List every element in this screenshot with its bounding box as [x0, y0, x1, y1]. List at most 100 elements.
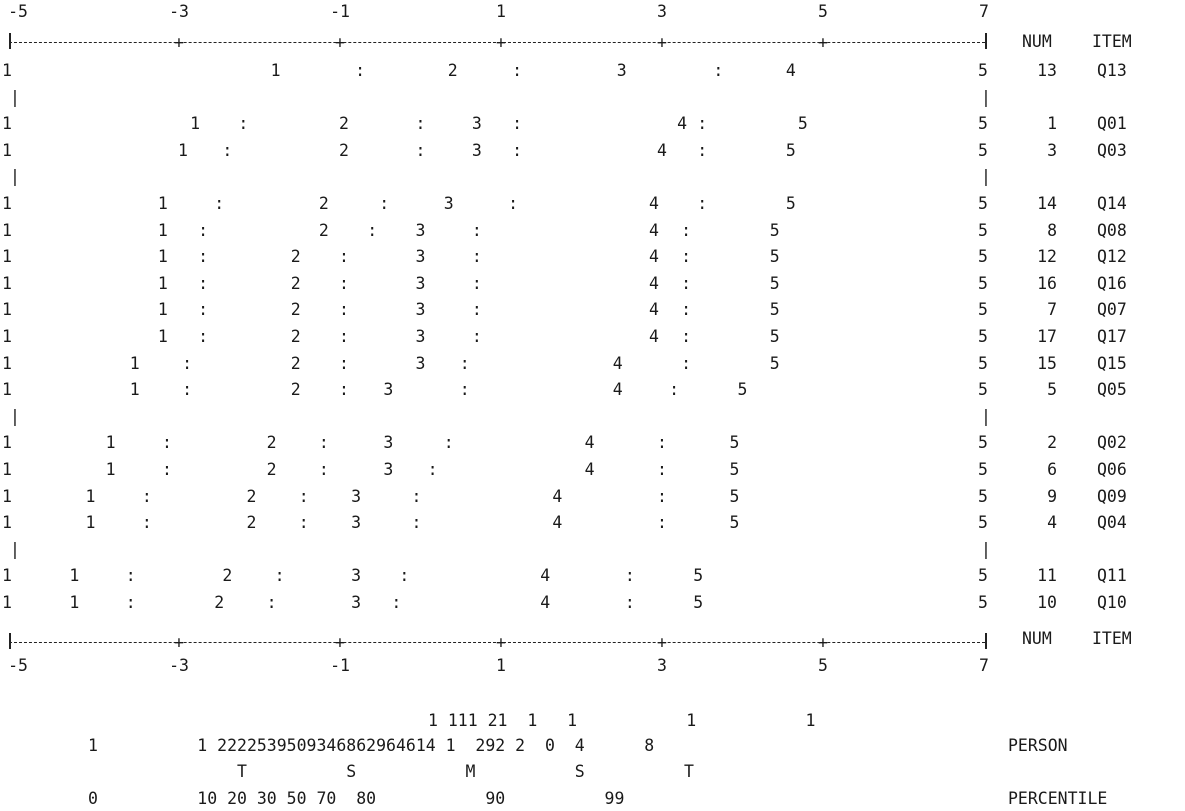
category-1: 1: [129, 353, 140, 373]
row-boundary-low: 1: [2, 593, 12, 612]
threshold-marker: :: [266, 593, 277, 612]
row-boundary-low: 1: [2, 61, 12, 80]
axis-tick-label-top: 1: [496, 2, 506, 21]
distribution-markers: T S M S T: [237, 762, 694, 781]
threshold-marker: :: [379, 194, 390, 213]
threshold-marker: :: [681, 353, 692, 373]
category-4: 4: [552, 513, 563, 533]
item-header: ITEM: [1092, 32, 1132, 51]
axis-tick-label-bottom: -3: [169, 656, 189, 675]
threshold-marker: :: [318, 460, 329, 479]
axis-tick-label-bottom: 3: [657, 656, 667, 675]
category-2: 2: [290, 353, 301, 373]
frame-bottom: [9, 642, 985, 645]
threshold-marker: :: [367, 220, 378, 240]
threshold-marker: :: [125, 593, 136, 612]
threshold-marker: :: [471, 300, 482, 320]
threshold-marker: :: [339, 380, 349, 400]
item-label: Q10: [1097, 593, 1127, 612]
category-3: 3: [415, 327, 426, 346]
threshold-marker: :: [318, 433, 329, 453]
category-3: 3: [443, 194, 454, 213]
threshold-marker: :: [391, 593, 402, 612]
threshold-marker: :: [182, 380, 193, 400]
category-4: 4: [612, 380, 623, 400]
row-boundary-high: 5: [978, 114, 988, 134]
category-5: 5: [693, 593, 704, 612]
item-number: 8: [1047, 220, 1057, 240]
threshold-marker: :: [459, 353, 470, 373]
row-boundary-low: 1: [2, 486, 12, 506]
threshold-marker: :: [339, 300, 349, 320]
row-boundary-high: 5: [978, 353, 988, 373]
threshold-marker: :: [624, 593, 635, 612]
category-3: 3: [383, 380, 394, 400]
category-4: 4: [584, 460, 595, 479]
threshold-marker: :: [681, 220, 692, 240]
row-boundary-high: 5: [978, 513, 988, 533]
item-number: 12: [1037, 247, 1057, 267]
frame-right-segment: |: [981, 539, 991, 559]
threshold-marker: :: [182, 353, 193, 373]
threshold-marker: :: [508, 194, 519, 213]
axis-tick-mark-bottom: +: [174, 633, 184, 652]
category-5: 5: [797, 114, 808, 134]
category-1: 1: [157, 327, 168, 346]
threshold-marker: :: [657, 433, 667, 453]
category-2: 2: [339, 140, 349, 160]
axis-tick-label-top: -3: [169, 2, 189, 21]
threshold-marker: :: [512, 140, 523, 160]
row-boundary-low: 1: [2, 247, 12, 267]
category-2: 2: [246, 513, 257, 533]
row-boundary-low: 1: [2, 433, 12, 453]
percentile-row: 0 10 20 30 50 70 80 90 99: [88, 789, 625, 808]
category-4: 4: [657, 140, 667, 160]
category-5: 5: [785, 194, 796, 213]
threshold-marker: :: [415, 140, 426, 160]
category-1: 1: [105, 433, 116, 453]
threshold-marker: :: [669, 380, 680, 400]
threshold-marker: :: [411, 486, 422, 506]
item-number: 13: [1037, 61, 1057, 80]
item-label: Q13: [1097, 61, 1127, 80]
category-4: 4: [648, 273, 659, 293]
category-1: 1: [157, 220, 168, 240]
axis-tick-mark-bottom: +: [496, 633, 506, 652]
category-4: 4: [540, 593, 551, 612]
threshold-marker: :: [339, 247, 349, 267]
frame-left-segment: |: [10, 87, 20, 107]
row-boundary-high: 5: [978, 433, 988, 453]
category-3: 3: [351, 593, 362, 612]
row-boundary-low: 1: [2, 273, 12, 293]
item-label: Q02: [1097, 433, 1127, 453]
axis-tick-label-top: -5: [8, 2, 28, 21]
category-5: 5: [769, 220, 780, 240]
item-label: Q06: [1097, 460, 1127, 479]
category-2: 2: [266, 433, 277, 453]
threshold-marker: :: [512, 61, 523, 80]
threshold-marker: :: [471, 327, 482, 346]
category-3: 3: [471, 114, 482, 134]
row-boundary-low: 1: [2, 194, 12, 213]
axis-tick-label-bottom: 5: [818, 656, 828, 675]
category-2: 2: [214, 593, 225, 612]
item-label: Q15: [1097, 353, 1127, 373]
threshold-marker: :: [512, 114, 523, 134]
item-footer: ITEM: [1092, 629, 1132, 648]
item-label: Q08: [1097, 220, 1127, 240]
category-5: 5: [729, 433, 740, 453]
threshold-marker: :: [657, 513, 667, 533]
threshold-marker: :: [198, 273, 209, 293]
category-2: 2: [290, 327, 301, 346]
item-label: Q07: [1097, 300, 1127, 320]
row-boundary-low: 1: [2, 566, 12, 586]
threshold-marker: :: [624, 566, 635, 586]
category-4: 4: [540, 566, 551, 586]
axis-tick-mark-bottom: +: [818, 633, 828, 652]
item-number: 10: [1037, 593, 1057, 612]
row-boundary-high: 5: [978, 486, 988, 506]
frame-left-top: [9, 33, 11, 49]
category-1: 1: [270, 61, 281, 80]
axis-tick-mark-top: +: [818, 33, 828, 52]
row-boundary-high: 5: [978, 220, 988, 240]
